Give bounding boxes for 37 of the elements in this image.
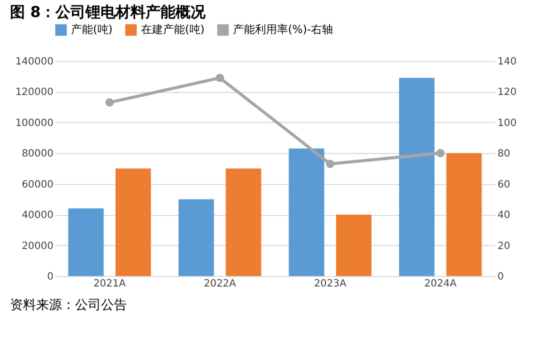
- y2-tick-label: 120: [498, 87, 517, 98]
- y2-tick-label: 140: [498, 56, 517, 68]
- point: [105, 98, 114, 107]
- legend-label: 产能利用率(%)-右轴: [233, 23, 334, 36]
- y-tick-label: 40000: [22, 210, 54, 222]
- y-tick-label: 20000: [22, 240, 54, 252]
- bar: [68, 208, 104, 276]
- bar: [288, 148, 324, 276]
- chart-title: 图 8：公司锂电材料产能概况: [10, 3, 207, 21]
- point: [326, 160, 334, 168]
- bar: [115, 168, 151, 276]
- legend-label: 产能(吨): [71, 23, 113, 36]
- point: [216, 74, 224, 82]
- x-tick-label: 2022A: [204, 278, 236, 290]
- x-tick-label: 2024A: [424, 278, 457, 290]
- y2-tick-label: 0: [498, 272, 504, 282]
- x-tick-label: 2021A: [93, 278, 126, 290]
- y2-tick-label: 100: [498, 118, 517, 129]
- bar: [226, 168, 262, 276]
- y2-tick-label: 80: [498, 148, 510, 160]
- y-tick-label: 140000: [15, 56, 54, 68]
- bar: [336, 214, 372, 276]
- bar: [399, 78, 435, 276]
- y2-tick-label: 20: [498, 240, 510, 252]
- legend-label: 在建产能(吨): [141, 23, 205, 36]
- y-tick-label: 80000: [22, 148, 54, 160]
- bar: [178, 199, 214, 276]
- y-tick-label: 100000: [15, 118, 54, 129]
- x-tick-label: 2023A: [314, 278, 346, 290]
- y-tick-label: 0: [47, 272, 54, 282]
- y-tick-label: 120000: [15, 87, 54, 98]
- text: 资料来源：公司公告: [10, 298, 127, 313]
- y2-tick-label: 40: [498, 210, 510, 222]
- y-tick-label: 60000: [22, 179, 54, 190]
- y2-tick-label: 60: [498, 179, 510, 190]
- point: [436, 148, 445, 158]
- bar: [446, 153, 482, 276]
